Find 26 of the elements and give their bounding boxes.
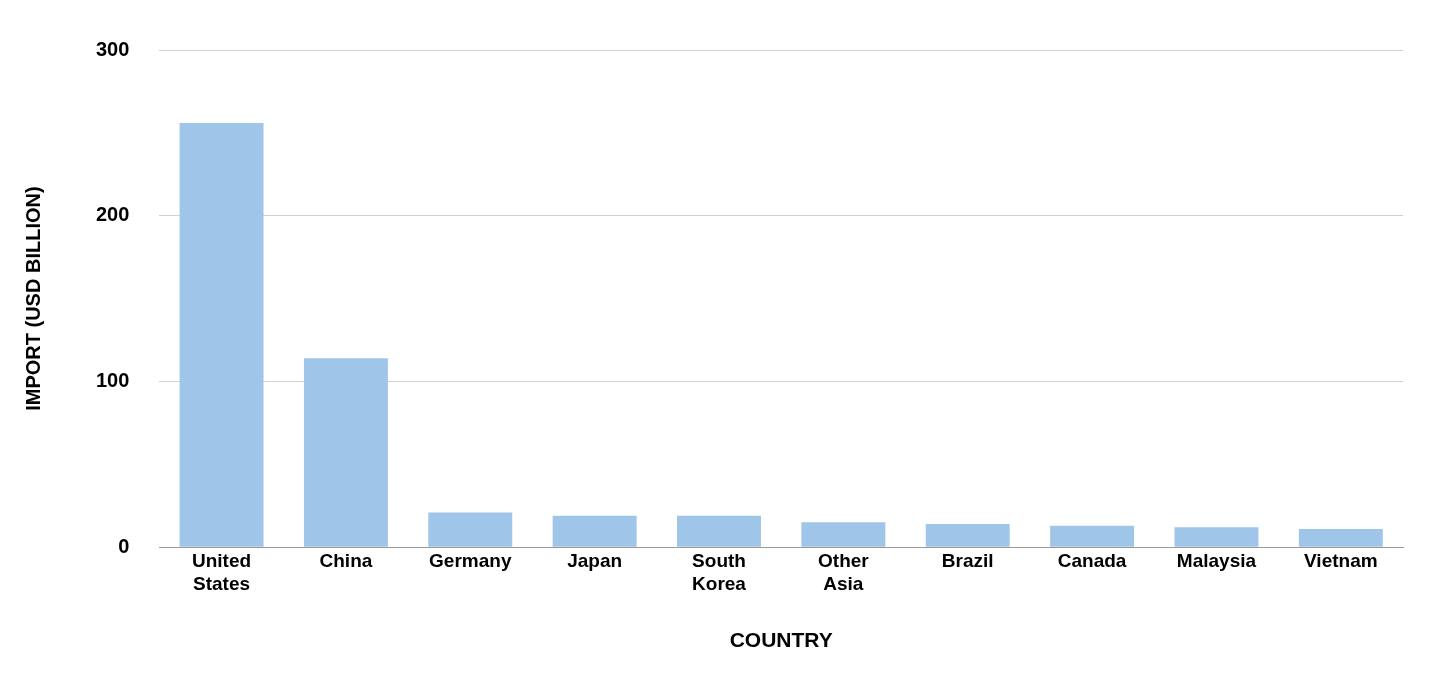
- bar: [677, 515, 761, 547]
- bar: [1174, 527, 1259, 547]
- x-tick-label: Canada: [1057, 549, 1127, 571]
- bar: [179, 122, 264, 547]
- x-tick-label: Japan: [567, 549, 623, 571]
- y-tick-label: 100: [95, 368, 130, 391]
- x-tick-label: Other Asia: [818, 549, 870, 594]
- x-tick-label: South Korea: [692, 549, 747, 594]
- x-axis-title: COUNTRY: [729, 628, 833, 652]
- bar: [1298, 528, 1383, 547]
- y-tick-label: 200: [95, 203, 130, 226]
- bar: [428, 512, 513, 547]
- bar: [552, 515, 637, 547]
- y-tick-label: 0: [118, 534, 130, 557]
- y-axis-title: IMPORT (USD BILLION): [21, 186, 44, 411]
- x-tick-label: China: [319, 549, 373, 571]
- y-tick-label: 300: [95, 37, 130, 60]
- bar: [303, 358, 388, 547]
- x-tick-label: Germany: [429, 549, 512, 571]
- x-tick-label: Malaysia: [1176, 549, 1257, 571]
- x-tick-label: Vietnam: [1304, 549, 1378, 571]
- x-tick-label: Brazil: [941, 549, 994, 571]
- bar: [925, 524, 1010, 547]
- x-tick-label: United States: [192, 549, 252, 594]
- bar: [1050, 525, 1135, 547]
- bar: [801, 522, 886, 547]
